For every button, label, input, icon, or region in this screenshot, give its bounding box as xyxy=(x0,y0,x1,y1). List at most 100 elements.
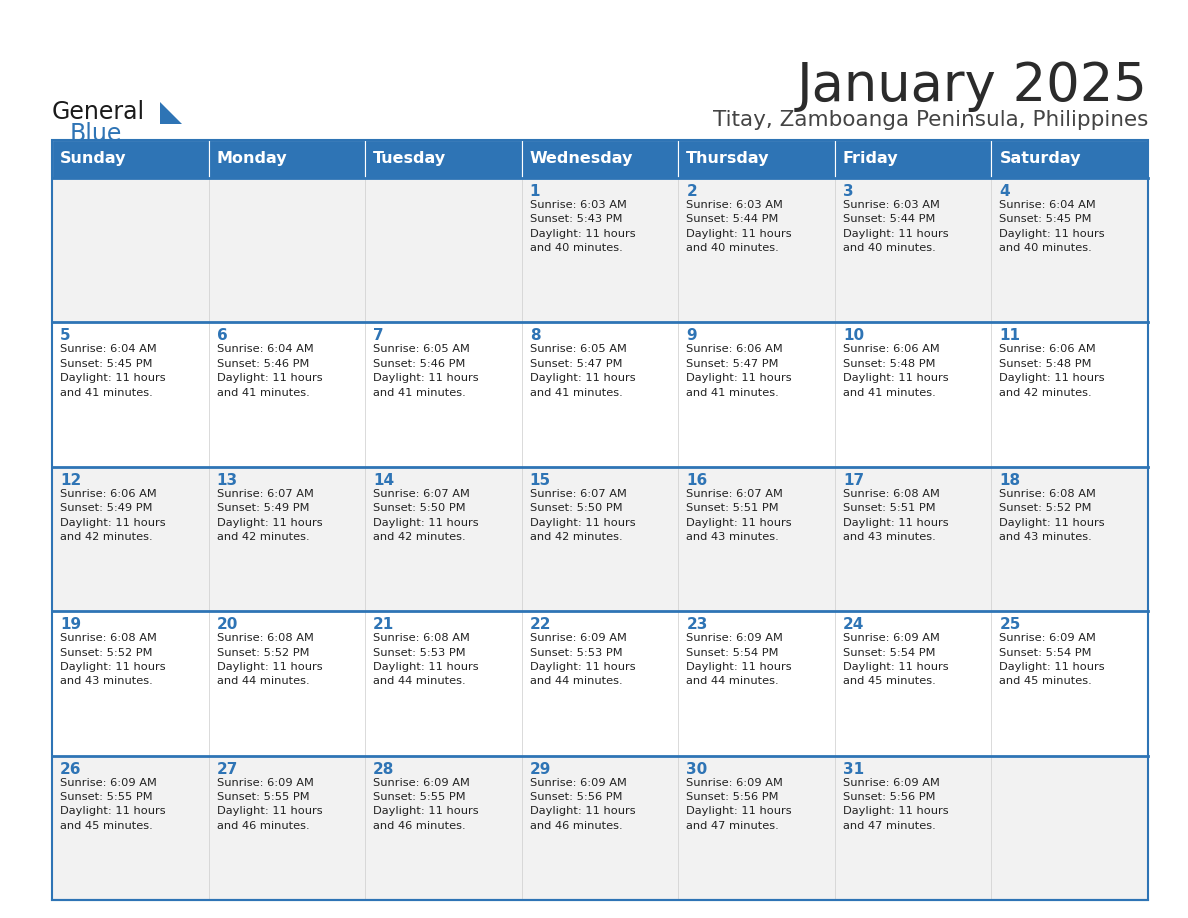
Text: 28: 28 xyxy=(373,762,394,777)
Text: Sunrise: 6:08 AM
Sunset: 5:52 PM
Daylight: 11 hours
and 43 minutes.: Sunrise: 6:08 AM Sunset: 5:52 PM Dayligh… xyxy=(999,488,1105,542)
Text: Sunrise: 6:08 AM
Sunset: 5:52 PM
Daylight: 11 hours
and 43 minutes.: Sunrise: 6:08 AM Sunset: 5:52 PM Dayligh… xyxy=(61,633,165,687)
FancyBboxPatch shape xyxy=(522,611,678,756)
Text: Thursday: Thursday xyxy=(687,151,770,166)
FancyBboxPatch shape xyxy=(365,466,522,611)
Text: Titay, Zamboanga Peninsula, Philippines: Titay, Zamboanga Peninsula, Philippines xyxy=(713,110,1148,130)
Text: General: General xyxy=(52,100,145,124)
FancyBboxPatch shape xyxy=(835,611,992,756)
Text: Tuesday: Tuesday xyxy=(373,151,447,166)
Text: Sunrise: 6:09 AM
Sunset: 5:53 PM
Daylight: 11 hours
and 44 minutes.: Sunrise: 6:09 AM Sunset: 5:53 PM Dayligh… xyxy=(530,633,636,687)
FancyBboxPatch shape xyxy=(209,466,365,611)
Text: 7: 7 xyxy=(373,329,384,343)
Text: 23: 23 xyxy=(687,617,708,633)
FancyBboxPatch shape xyxy=(992,466,1148,611)
Text: Sunrise: 6:09 AM
Sunset: 5:55 PM
Daylight: 11 hours
and 46 minutes.: Sunrise: 6:09 AM Sunset: 5:55 PM Dayligh… xyxy=(216,778,322,831)
Text: Sunrise: 6:08 AM
Sunset: 5:53 PM
Daylight: 11 hours
and 44 minutes.: Sunrise: 6:08 AM Sunset: 5:53 PM Dayligh… xyxy=(373,633,479,687)
Text: Sunrise: 6:09 AM
Sunset: 5:54 PM
Daylight: 11 hours
and 45 minutes.: Sunrise: 6:09 AM Sunset: 5:54 PM Dayligh… xyxy=(842,633,948,687)
Text: 18: 18 xyxy=(999,473,1020,487)
FancyBboxPatch shape xyxy=(522,466,678,611)
Text: Sunrise: 6:07 AM
Sunset: 5:51 PM
Daylight: 11 hours
and 43 minutes.: Sunrise: 6:07 AM Sunset: 5:51 PM Dayligh… xyxy=(687,488,792,542)
FancyBboxPatch shape xyxy=(835,466,992,611)
FancyBboxPatch shape xyxy=(365,611,522,756)
Text: 25: 25 xyxy=(999,617,1020,633)
Text: Sunrise: 6:03 AM
Sunset: 5:44 PM
Daylight: 11 hours
and 40 minutes.: Sunrise: 6:03 AM Sunset: 5:44 PM Dayligh… xyxy=(687,200,792,253)
Text: Wednesday: Wednesday xyxy=(530,151,633,166)
Text: Sunrise: 6:04 AM
Sunset: 5:46 PM
Daylight: 11 hours
and 41 minutes.: Sunrise: 6:04 AM Sunset: 5:46 PM Dayligh… xyxy=(216,344,322,397)
Text: 27: 27 xyxy=(216,762,238,777)
Text: 19: 19 xyxy=(61,617,81,633)
Text: Sunrise: 6:04 AM
Sunset: 5:45 PM
Daylight: 11 hours
and 40 minutes.: Sunrise: 6:04 AM Sunset: 5:45 PM Dayligh… xyxy=(999,200,1105,253)
Text: 26: 26 xyxy=(61,762,82,777)
FancyBboxPatch shape xyxy=(835,140,992,178)
Text: 4: 4 xyxy=(999,184,1010,199)
FancyBboxPatch shape xyxy=(678,756,835,900)
Text: 17: 17 xyxy=(842,473,864,487)
Text: 11: 11 xyxy=(999,329,1020,343)
Text: 15: 15 xyxy=(530,473,551,487)
Text: Sunrise: 6:09 AM
Sunset: 5:54 PM
Daylight: 11 hours
and 45 minutes.: Sunrise: 6:09 AM Sunset: 5:54 PM Dayligh… xyxy=(999,633,1105,687)
Text: 9: 9 xyxy=(687,329,697,343)
Text: Sunrise: 6:08 AM
Sunset: 5:52 PM
Daylight: 11 hours
and 44 minutes.: Sunrise: 6:08 AM Sunset: 5:52 PM Dayligh… xyxy=(216,633,322,687)
Text: 10: 10 xyxy=(842,329,864,343)
Text: Sunrise: 6:05 AM
Sunset: 5:47 PM
Daylight: 11 hours
and 41 minutes.: Sunrise: 6:05 AM Sunset: 5:47 PM Dayligh… xyxy=(530,344,636,397)
Text: Sunrise: 6:05 AM
Sunset: 5:46 PM
Daylight: 11 hours
and 41 minutes.: Sunrise: 6:05 AM Sunset: 5:46 PM Dayligh… xyxy=(373,344,479,397)
Text: Sunrise: 6:06 AM
Sunset: 5:47 PM
Daylight: 11 hours
and 41 minutes.: Sunrise: 6:06 AM Sunset: 5:47 PM Dayligh… xyxy=(687,344,792,397)
Text: Sunrise: 6:09 AM
Sunset: 5:56 PM
Daylight: 11 hours
and 47 minutes.: Sunrise: 6:09 AM Sunset: 5:56 PM Dayligh… xyxy=(687,778,792,831)
Text: 2: 2 xyxy=(687,184,697,199)
Text: Sunrise: 6:06 AM
Sunset: 5:48 PM
Daylight: 11 hours
and 42 minutes.: Sunrise: 6:06 AM Sunset: 5:48 PM Dayligh… xyxy=(999,344,1105,397)
FancyBboxPatch shape xyxy=(52,756,209,900)
Text: Sunrise: 6:09 AM
Sunset: 5:56 PM
Daylight: 11 hours
and 46 minutes.: Sunrise: 6:09 AM Sunset: 5:56 PM Dayligh… xyxy=(530,778,636,831)
Text: 12: 12 xyxy=(61,473,81,487)
FancyBboxPatch shape xyxy=(678,140,835,178)
FancyBboxPatch shape xyxy=(992,178,1148,322)
FancyBboxPatch shape xyxy=(365,756,522,900)
FancyBboxPatch shape xyxy=(522,756,678,900)
FancyBboxPatch shape xyxy=(365,178,522,322)
FancyBboxPatch shape xyxy=(678,178,835,322)
Text: Monday: Monday xyxy=(216,151,287,166)
Text: Sunrise: 6:07 AM
Sunset: 5:49 PM
Daylight: 11 hours
and 42 minutes.: Sunrise: 6:07 AM Sunset: 5:49 PM Dayligh… xyxy=(216,488,322,542)
FancyBboxPatch shape xyxy=(835,756,992,900)
Text: Sunrise: 6:03 AM
Sunset: 5:44 PM
Daylight: 11 hours
and 40 minutes.: Sunrise: 6:03 AM Sunset: 5:44 PM Dayligh… xyxy=(842,200,948,253)
Text: 3: 3 xyxy=(842,184,853,199)
FancyBboxPatch shape xyxy=(992,756,1148,900)
Text: Sunrise: 6:03 AM
Sunset: 5:43 PM
Daylight: 11 hours
and 40 minutes.: Sunrise: 6:03 AM Sunset: 5:43 PM Dayligh… xyxy=(530,200,636,253)
FancyBboxPatch shape xyxy=(835,322,992,466)
Text: January 2025: January 2025 xyxy=(797,60,1148,112)
FancyBboxPatch shape xyxy=(209,611,365,756)
Text: Sunrise: 6:07 AM
Sunset: 5:50 PM
Daylight: 11 hours
and 42 minutes.: Sunrise: 6:07 AM Sunset: 5:50 PM Dayligh… xyxy=(530,488,636,542)
Text: Sunrise: 6:08 AM
Sunset: 5:51 PM
Daylight: 11 hours
and 43 minutes.: Sunrise: 6:08 AM Sunset: 5:51 PM Dayligh… xyxy=(842,488,948,542)
Text: Blue: Blue xyxy=(70,122,122,146)
FancyBboxPatch shape xyxy=(678,611,835,756)
Text: Sunrise: 6:09 AM
Sunset: 5:55 PM
Daylight: 11 hours
and 46 minutes.: Sunrise: 6:09 AM Sunset: 5:55 PM Dayligh… xyxy=(373,778,479,831)
FancyBboxPatch shape xyxy=(522,178,678,322)
Text: 30: 30 xyxy=(687,762,708,777)
FancyBboxPatch shape xyxy=(992,611,1148,756)
FancyBboxPatch shape xyxy=(209,140,365,178)
FancyBboxPatch shape xyxy=(365,322,522,466)
FancyBboxPatch shape xyxy=(522,322,678,466)
FancyBboxPatch shape xyxy=(835,178,992,322)
FancyBboxPatch shape xyxy=(522,140,678,178)
FancyBboxPatch shape xyxy=(209,178,365,322)
Text: Sunrise: 6:06 AM
Sunset: 5:48 PM
Daylight: 11 hours
and 41 minutes.: Sunrise: 6:06 AM Sunset: 5:48 PM Dayligh… xyxy=(842,344,948,397)
Text: 29: 29 xyxy=(530,762,551,777)
Text: 14: 14 xyxy=(373,473,394,487)
Text: Sunrise: 6:07 AM
Sunset: 5:50 PM
Daylight: 11 hours
and 42 minutes.: Sunrise: 6:07 AM Sunset: 5:50 PM Dayligh… xyxy=(373,488,479,542)
FancyBboxPatch shape xyxy=(992,322,1148,466)
FancyBboxPatch shape xyxy=(209,322,365,466)
Text: Friday: Friday xyxy=(842,151,898,166)
Text: 21: 21 xyxy=(373,617,394,633)
Text: 5: 5 xyxy=(61,329,70,343)
Text: Sunrise: 6:09 AM
Sunset: 5:55 PM
Daylight: 11 hours
and 45 minutes.: Sunrise: 6:09 AM Sunset: 5:55 PM Dayligh… xyxy=(61,778,165,831)
Text: 16: 16 xyxy=(687,473,708,487)
FancyBboxPatch shape xyxy=(678,466,835,611)
Text: Sunrise: 6:06 AM
Sunset: 5:49 PM
Daylight: 11 hours
and 42 minutes.: Sunrise: 6:06 AM Sunset: 5:49 PM Dayligh… xyxy=(61,488,165,542)
Text: Sunrise: 6:09 AM
Sunset: 5:56 PM
Daylight: 11 hours
and 47 minutes.: Sunrise: 6:09 AM Sunset: 5:56 PM Dayligh… xyxy=(842,778,948,831)
Text: 6: 6 xyxy=(216,329,227,343)
FancyBboxPatch shape xyxy=(52,322,209,466)
Text: 8: 8 xyxy=(530,329,541,343)
FancyBboxPatch shape xyxy=(52,140,209,178)
Text: Saturday: Saturday xyxy=(999,151,1081,166)
Text: 20: 20 xyxy=(216,617,238,633)
